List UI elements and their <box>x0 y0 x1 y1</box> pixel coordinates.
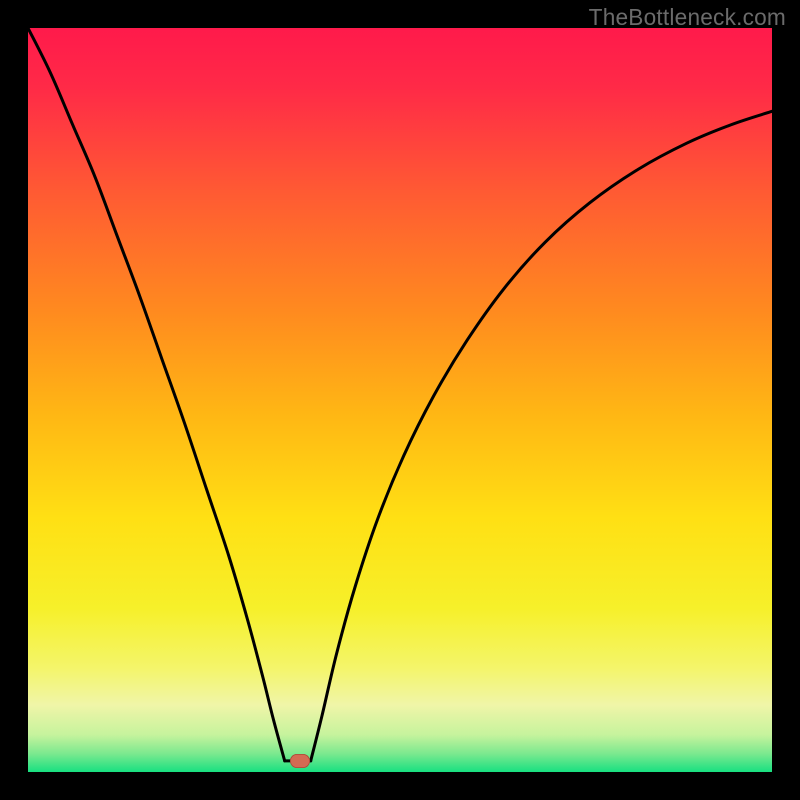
bottleneck-curve <box>28 28 772 772</box>
curve-left-branch <box>28 28 285 761</box>
curve-right-branch <box>311 111 772 761</box>
watermark-text: TheBottleneck.com <box>589 4 786 31</box>
optimum-marker <box>290 754 310 768</box>
plot-area <box>28 28 772 772</box>
chart-viewport: TheBottleneck.com <box>0 0 800 800</box>
